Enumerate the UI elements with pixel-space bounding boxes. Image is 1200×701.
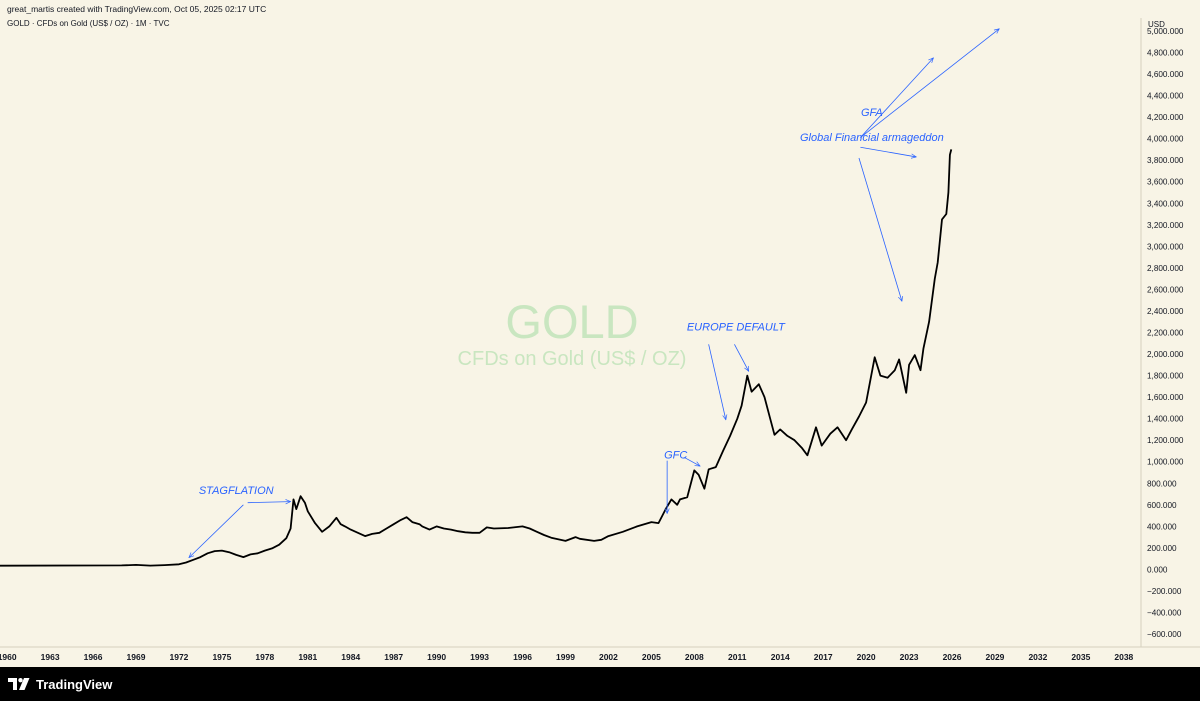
price-tick-label: 4,400.000 bbox=[1147, 92, 1184, 101]
time-tick-label: 1996 bbox=[513, 652, 532, 662]
price-tick-label: 3,200.000 bbox=[1147, 221, 1184, 230]
time-tick-label: 1999 bbox=[556, 652, 575, 662]
time-tick-label: 1966 bbox=[84, 652, 103, 662]
price-line bbox=[0, 149, 953, 567]
price-tick-label: 4,800.000 bbox=[1147, 48, 1184, 57]
price-tick-label: 600.000 bbox=[1147, 501, 1177, 510]
annotation-arrow[interactable] bbox=[860, 146, 916, 157]
time-tick-label: 2029 bbox=[986, 652, 1005, 662]
time-tick-label: 1978 bbox=[255, 652, 274, 662]
price-tick-label: 400.000 bbox=[1147, 522, 1177, 531]
time-tick-label: 2026 bbox=[943, 652, 962, 662]
annotation-label[interactable]: STAGFLATION bbox=[199, 485, 274, 497]
watermark-description: CFDs on Gold (US$ / OZ) bbox=[458, 348, 687, 370]
price-tick-label: 5,000.000 bbox=[1147, 27, 1184, 36]
price-tick-label: 1,600.000 bbox=[1147, 393, 1184, 402]
time-tick-label: 2038 bbox=[1114, 652, 1133, 662]
price-tick-label: 800.000 bbox=[1147, 479, 1177, 488]
price-tick-label: 1,400.000 bbox=[1147, 415, 1184, 424]
price-tick-label: 200.000 bbox=[1147, 544, 1177, 553]
annotation-label[interactable]: Global Financial armageddon bbox=[800, 132, 944, 144]
time-tick-label: 1987 bbox=[384, 652, 403, 662]
price-axis[interactable]: 5,000.000 4,800.000 4,600.000 4,400.000 4,20… bbox=[1147, 27, 1184, 639]
annotation-layer: STAGFLATION GFC EUROPE DEFAULT GFA Global Fi… bbox=[189, 29, 999, 558]
time-tick-label: 1960 bbox=[0, 652, 17, 662]
price-tick-label: 4,000.000 bbox=[1147, 135, 1184, 144]
time-tick-label: 1963 bbox=[41, 652, 60, 662]
time-tick-label: 2002 bbox=[599, 652, 618, 662]
price-tick-label: 0.000 bbox=[1147, 565, 1168, 574]
price-tick-label: 2,800.000 bbox=[1147, 264, 1184, 273]
tradingview-logo[interactable]: TradingView bbox=[8, 676, 112, 692]
annotation-arrow[interactable] bbox=[858, 157, 902, 301]
chart[interactable]: GOLD CFDs on Gold (US$ / OZ) STAGFLATION… bbox=[0, 0, 1200, 667]
price-tick-label: 3,800.000 bbox=[1147, 156, 1184, 165]
price-tick-label: 1,800.000 bbox=[1147, 372, 1184, 381]
time-tick-label: 1972 bbox=[169, 652, 188, 662]
time-tick-label: 1969 bbox=[127, 652, 146, 662]
watermark-ticker: GOLD bbox=[505, 295, 638, 348]
price-tick-label: −400.000 bbox=[1147, 609, 1182, 618]
price-tick-label: 4,600.000 bbox=[1147, 70, 1184, 79]
chart-header: great_martis created with TradingView.co… bbox=[0, 0, 1200, 18]
annotation-arrow[interactable] bbox=[860, 29, 999, 138]
price-tick-label: 2,600.000 bbox=[1147, 285, 1184, 294]
annotation-arrow[interactable] bbox=[684, 457, 700, 466]
price-tick-label: 2,000.000 bbox=[1147, 350, 1184, 359]
tradingview-logo-icon bbox=[8, 678, 30, 690]
price-tick-label: 2,400.000 bbox=[1147, 307, 1184, 316]
time-tick-label: 1993 bbox=[470, 652, 489, 662]
price-tick-label: 3,400.000 bbox=[1147, 199, 1184, 208]
annotation-arrow[interactable] bbox=[708, 344, 726, 419]
annotation-arrow[interactable] bbox=[734, 344, 748, 371]
time-tick-label: 1990 bbox=[427, 652, 446, 662]
time-tick-label: 2014 bbox=[771, 652, 790, 662]
symbol-legend[interactable]: GOLD · CFDs on Gold (US$ / OZ) · 1M · TV… bbox=[0, 16, 200, 30]
time-tick-label: 2005 bbox=[642, 652, 661, 662]
time-tick-label: 2020 bbox=[857, 652, 876, 662]
time-tick-label: 2032 bbox=[1028, 652, 1047, 662]
annotation-label[interactable]: GFA bbox=[861, 107, 883, 119]
created-by-text: great_martis created with TradingView.co… bbox=[7, 4, 267, 14]
tradingview-logo-text: TradingView bbox=[36, 676, 113, 692]
price-tick-label: 4,200.000 bbox=[1147, 113, 1184, 122]
time-tick-label: 2017 bbox=[814, 652, 833, 662]
symbol-line: GOLD · CFDs on Gold (US$ / OZ) · 1M · TV… bbox=[7, 19, 170, 28]
footer: TradingView bbox=[0, 667, 1200, 701]
time-tick-label: 2008 bbox=[685, 652, 704, 662]
time-tick-label: 1981 bbox=[298, 652, 317, 662]
time-tick-label: 1975 bbox=[212, 652, 231, 662]
time-tick-label: 2023 bbox=[900, 652, 919, 662]
annotation-label[interactable]: EUROPE DEFAULT bbox=[687, 321, 786, 333]
price-tick-label: −600.000 bbox=[1147, 630, 1182, 639]
price-tick-label: 2,200.000 bbox=[1147, 329, 1184, 338]
series-layer bbox=[0, 149, 953, 567]
time-tick-label: 2011 bbox=[728, 652, 747, 662]
price-axis-unit: USD bbox=[1148, 20, 1165, 29]
price-tick-label: −200.000 bbox=[1147, 587, 1182, 596]
time-axis[interactable]: 1960 1963 1966 1969 1972 1975 1978 1981 1984 1987… bbox=[0, 652, 1134, 662]
annotation-arrow[interactable] bbox=[247, 502, 291, 503]
annotation-arrow[interactable] bbox=[189, 504, 244, 558]
time-tick-label: 2035 bbox=[1071, 652, 1090, 662]
time-tick-label: 1984 bbox=[341, 652, 360, 662]
price-tick-label: 1,200.000 bbox=[1147, 436, 1184, 445]
annotation-label[interactable]: GFC bbox=[664, 450, 687, 462]
watermark: GOLD CFDs on Gold (US$ / OZ) bbox=[458, 295, 687, 370]
price-tick-label: 3,000.000 bbox=[1147, 242, 1184, 251]
annotation-arrow[interactable] bbox=[860, 58, 933, 138]
price-tick-label: 1,000.000 bbox=[1147, 458, 1184, 467]
price-tick-label: 3,600.000 bbox=[1147, 178, 1184, 187]
